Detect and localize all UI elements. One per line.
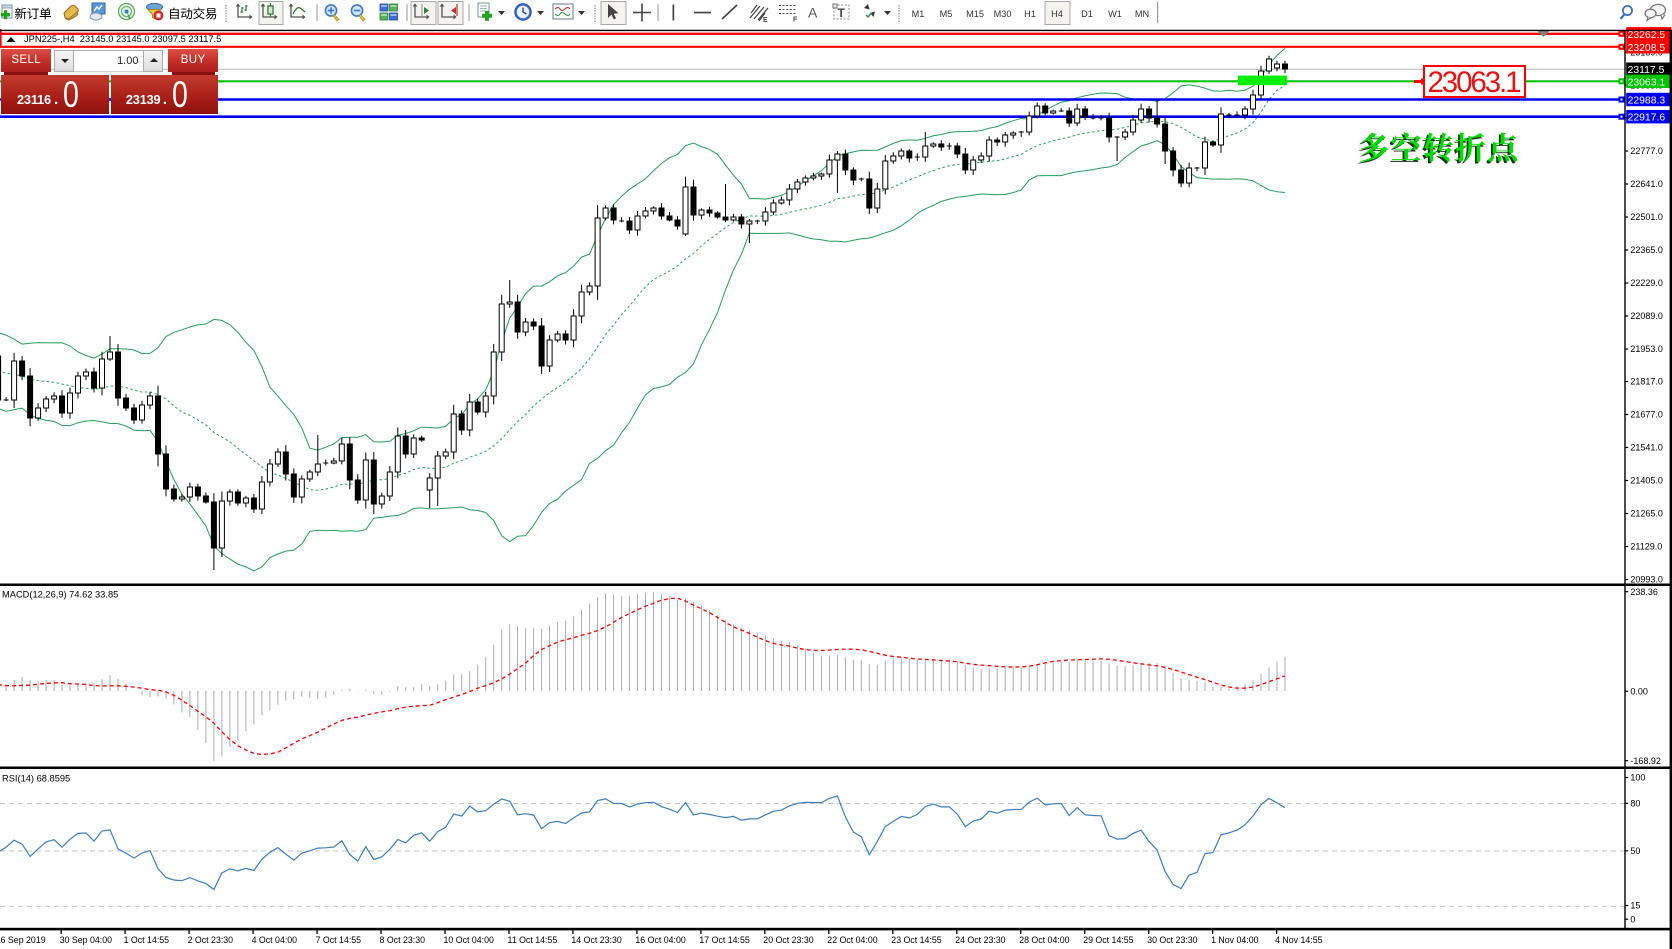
svg-text:238.36: 238.36 <box>1630 587 1658 597</box>
svg-text:22501.0: 22501.0 <box>1630 212 1663 222</box>
svg-text:F: F <box>793 17 798 24</box>
svg-text:H1: H1 <box>1024 9 1036 19</box>
svg-text:22229.0: 22229.0 <box>1630 278 1663 288</box>
svg-text:M5: M5 <box>940 9 953 19</box>
svg-text:21677.0: 21677.0 <box>1630 410 1663 420</box>
svg-text:21405.0: 21405.0 <box>1630 476 1663 486</box>
svg-text:30 Sep 04:00: 30 Sep 04:00 <box>60 935 112 945</box>
svg-text:W1: W1 <box>1108 9 1122 19</box>
svg-text:4 Oct 04:00: 4 Oct 04:00 <box>252 935 298 945</box>
svg-text:20993.0: 20993.0 <box>1630 575 1663 585</box>
svg-text:50: 50 <box>1630 846 1640 856</box>
svg-text:11 Oct 14:55: 11 Oct 14:55 <box>508 935 558 945</box>
svg-text:-168.92: -168.92 <box>1630 756 1661 766</box>
svg-text:T: T <box>838 6 846 20</box>
svg-text:4 Nov 14:55: 4 Nov 14:55 <box>1275 935 1323 945</box>
svg-text:17 Oct 14:55: 17 Oct 14:55 <box>699 935 749 945</box>
svg-text:23208.5: 23208.5 <box>1628 43 1666 54</box>
svg-text:23 Oct 14:55: 23 Oct 14:55 <box>891 935 941 945</box>
svg-text:20 Oct 23:30: 20 Oct 23:30 <box>763 935 813 945</box>
svg-text:24 Oct 23:30: 24 Oct 23:30 <box>955 935 1005 945</box>
svg-text:26 Sep 2019: 26 Sep 2019 <box>0 935 46 945</box>
svg-text:0: 0 <box>1630 914 1635 924</box>
svg-text:22777.0: 22777.0 <box>1630 146 1663 156</box>
svg-text:14 Oct 23:30: 14 Oct 23:30 <box>571 935 621 945</box>
svg-text:22988.3: 22988.3 <box>1628 96 1666 107</box>
svg-text:16 Oct 04:00: 16 Oct 04:00 <box>635 935 685 945</box>
svg-text:JPN225-,H4 23145.0 23145.0 23: JPN225-,H4 23145.0 23145.0 23097.5 23117… <box>24 34 221 44</box>
svg-text:8 Oct 23:30: 8 Oct 23:30 <box>380 935 426 945</box>
svg-text:21265.0: 21265.0 <box>1630 509 1663 519</box>
svg-text:22365.0: 22365.0 <box>1630 245 1663 255</box>
svg-text:1 Nov 04:00: 1 Nov 04:00 <box>1211 935 1259 945</box>
svg-text:21953.0: 21953.0 <box>1630 344 1663 354</box>
svg-text:M1: M1 <box>912 9 925 19</box>
svg-text:100: 100 <box>1630 773 1645 783</box>
svg-text:7 Oct 14:55: 7 Oct 14:55 <box>316 935 362 945</box>
svg-text:29 Oct 14:55: 29 Oct 14:55 <box>1083 935 1133 945</box>
svg-text:23262.5: 23262.5 <box>1628 30 1666 41</box>
svg-text:MACD(12,26,9) 74.62 33.85: MACD(12,26,9) 74.62 33.85 <box>2 589 118 599</box>
svg-text:23063.1: 23063.1 <box>1428 66 1522 99</box>
svg-text:21817.0: 21817.0 <box>1630 377 1663 387</box>
svg-text:23117.5: 23117.5 <box>1628 65 1665 76</box>
svg-text:30 Oct 23:30: 30 Oct 23:30 <box>1147 935 1197 945</box>
svg-text:22 Oct 04:00: 22 Oct 04:00 <box>827 935 877 945</box>
svg-text:2 Oct 23:30: 2 Oct 23:30 <box>188 935 234 945</box>
svg-text:22641.0: 22641.0 <box>1630 179 1663 189</box>
svg-text:RSI(14) 68.8595: RSI(14) 68.8595 <box>2 773 70 783</box>
svg-text:D1: D1 <box>1081 9 1093 19</box>
svg-text:M15: M15 <box>966 9 984 19</box>
svg-text:15: 15 <box>1630 901 1640 911</box>
svg-text:MN: MN <box>1135 9 1149 19</box>
svg-text:E: E <box>763 17 768 24</box>
svg-text:10 Oct 04:00: 10 Oct 04:00 <box>444 935 494 945</box>
svg-text:M30: M30 <box>994 9 1012 19</box>
svg-text:80: 80 <box>1630 799 1640 809</box>
svg-text:1 Oct 14:55: 1 Oct 14:55 <box>124 935 170 945</box>
svg-text:H4: H4 <box>1051 9 1063 19</box>
svg-text:22089.0: 22089.0 <box>1630 311 1663 321</box>
svg-text:23063.1: 23063.1 <box>1628 77 1666 88</box>
svg-text:21541.0: 21541.0 <box>1630 443 1663 453</box>
svg-text:22917.6: 22917.6 <box>1628 113 1666 124</box>
svg-text:A: A <box>808 5 818 21</box>
svg-text:28 Oct 04:00: 28 Oct 04:00 <box>1019 935 1069 945</box>
svg-text:21129.0: 21129.0 <box>1630 542 1662 552</box>
svg-text:0.00: 0.00 <box>1630 687 1648 697</box>
